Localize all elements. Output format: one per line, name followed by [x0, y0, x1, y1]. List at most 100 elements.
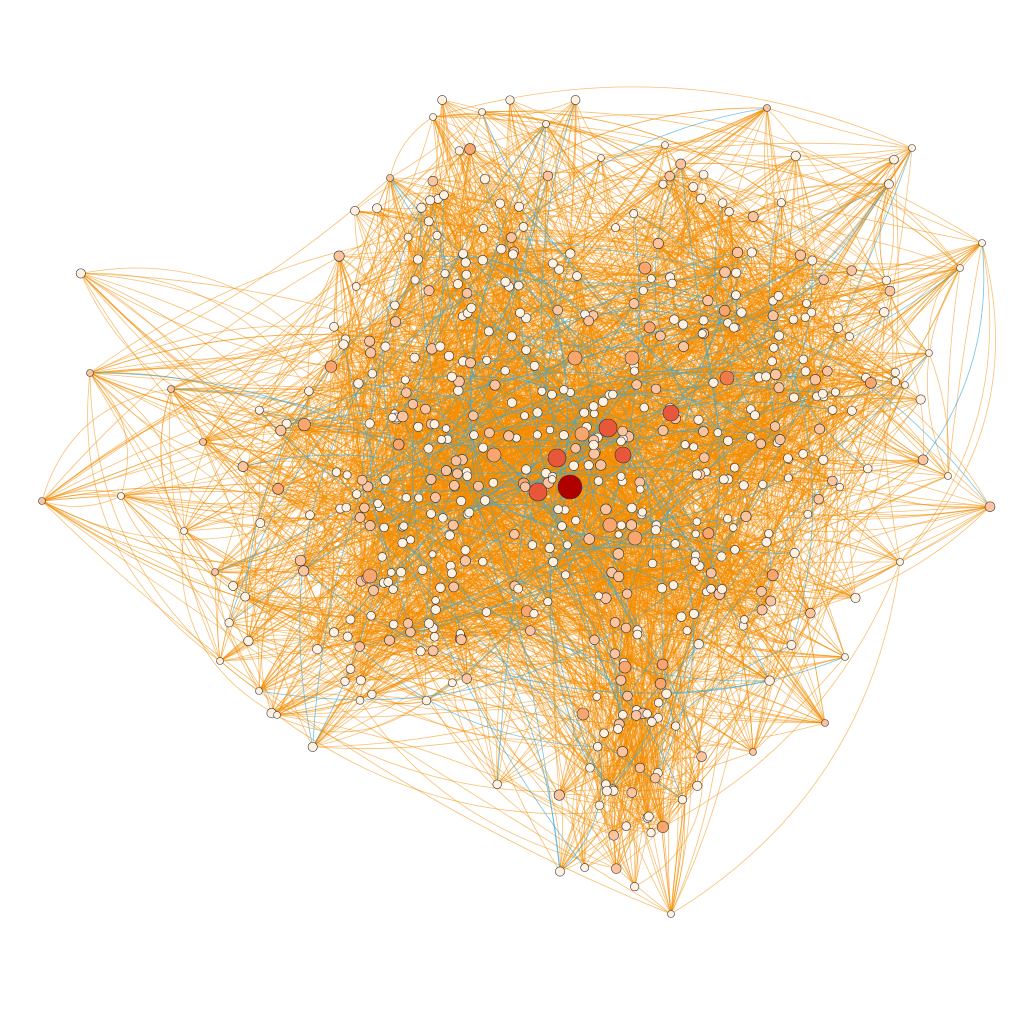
- graph-node[interactable]: [657, 425, 669, 436]
- graph-node[interactable]: [809, 374, 821, 386]
- graph-node[interactable]: [415, 646, 426, 657]
- graph-node[interactable]: [594, 800, 605, 811]
- graph-node[interactable]: [618, 710, 628, 720]
- graph-node[interactable]: [342, 470, 352, 480]
- graph-node[interactable]: [661, 688, 672, 699]
- graph-node[interactable]: [224, 618, 234, 628]
- graph-node[interactable]: [682, 626, 692, 636]
- graph-node[interactable]: [255, 518, 266, 528]
- graph-node[interactable]: [723, 435, 734, 446]
- graph-node[interactable]: [650, 383, 662, 395]
- graph-node[interactable]: [427, 645, 439, 657]
- graph-node[interactable]: [756, 586, 767, 597]
- graph-node[interactable]: [272, 483, 284, 495]
- graph-node[interactable]: [755, 438, 766, 449]
- graph-node[interactable]: [617, 425, 628, 437]
- graph-node[interactable]: [367, 689, 377, 699]
- graph-node[interactable]: [542, 170, 554, 182]
- graph-node[interactable]: [756, 604, 768, 616]
- graph-node[interactable]: [698, 169, 709, 180]
- graph-node[interactable]: [915, 394, 926, 405]
- graph-node[interactable]: [537, 386, 547, 396]
- graph-node[interactable]: [386, 174, 394, 182]
- graph-node[interactable]: [402, 618, 414, 629]
- graph-node[interactable]: [364, 418, 375, 429]
- graph-node[interactable]: [763, 104, 771, 112]
- graph-node[interactable]: [324, 360, 338, 373]
- graph-node[interactable]: [730, 463, 740, 473]
- graph-node[interactable]: [647, 558, 658, 569]
- graph-node[interactable]: [669, 314, 680, 325]
- graph-node[interactable]: [806, 307, 817, 318]
- graph-node[interactable]: [776, 198, 786, 208]
- graph-node[interactable]: [437, 435, 446, 445]
- graph-node[interactable]: [441, 424, 451, 433]
- graph-node[interactable]: [553, 789, 565, 801]
- graph-node[interactable]: [559, 385, 569, 395]
- graph-node[interactable]: [731, 290, 741, 300]
- graph-node[interactable]: [527, 540, 538, 550]
- graph-node[interactable]: [228, 581, 238, 591]
- graph-node[interactable]: [429, 419, 440, 430]
- graph-node[interactable]: [746, 247, 757, 258]
- graph-node[interactable]: [390, 300, 400, 310]
- graph-node[interactable]: [406, 535, 416, 545]
- graph-node[interactable]: [461, 288, 473, 299]
- graph-node[interactable]: [630, 882, 640, 892]
- graph-node[interactable]: [736, 307, 747, 318]
- graph-hub-node[interactable]: [528, 482, 548, 502]
- graph-node[interactable]: [646, 274, 656, 283]
- graph-node[interactable]: [716, 551, 727, 562]
- graph-node[interactable]: [447, 519, 459, 531]
- graph-node[interactable]: [437, 95, 448, 105]
- graph-node[interactable]: [548, 475, 557, 484]
- graph-node[interactable]: [407, 399, 419, 410]
- graph-node[interactable]: [389, 619, 399, 630]
- graph-node[interactable]: [420, 403, 431, 415]
- graph-node[interactable]: [818, 274, 829, 285]
- graph-node[interactable]: [409, 352, 420, 363]
- graph-node[interactable]: [698, 315, 709, 326]
- graph-node[interactable]: [628, 298, 640, 309]
- graph-node[interactable]: [412, 254, 423, 265]
- graph-node[interactable]: [731, 267, 742, 278]
- graph-node[interactable]: [690, 557, 700, 567]
- graph-node[interactable]: [613, 571, 625, 582]
- graph-node[interactable]: [609, 617, 621, 628]
- graph-node[interactable]: [500, 276, 511, 287]
- graph-node[interactable]: [616, 436, 626, 446]
- graph-node[interactable]: [86, 369, 94, 377]
- graph-node[interactable]: [691, 469, 702, 480]
- graph-node[interactable]: [428, 550, 437, 559]
- graph-node[interactable]: [614, 530, 623, 539]
- graph-node[interactable]: [889, 154, 899, 165]
- graph-node[interactable]: [585, 763, 595, 773]
- graph-node[interactable]: [237, 461, 249, 472]
- graph-node[interactable]: [506, 232, 517, 243]
- graph-node[interactable]: [689, 442, 699, 452]
- graph-node[interactable]: [255, 687, 263, 695]
- graph-node[interactable]: [399, 521, 409, 531]
- graph-node[interactable]: [688, 608, 699, 619]
- graph-node[interactable]: [333, 250, 345, 262]
- graph-node[interactable]: [667, 278, 677, 289]
- graph-node[interactable]: [769, 421, 781, 432]
- graph-node[interactable]: [788, 314, 799, 325]
- graph-node[interactable]: [730, 545, 740, 555]
- graph-node[interactable]: [464, 507, 475, 518]
- graph-node[interactable]: [443, 350, 455, 361]
- graph-node[interactable]: [699, 452, 710, 463]
- graph-node[interactable]: [461, 673, 472, 684]
- graph-node[interactable]: [455, 634, 467, 645]
- graph-node[interactable]: [718, 474, 729, 485]
- graph-node[interactable]: [513, 583, 523, 594]
- graph-node[interactable]: [770, 368, 782, 381]
- graph-node[interactable]: [529, 609, 539, 619]
- graph-node[interactable]: [740, 510, 752, 522]
- graph-node[interactable]: [440, 465, 452, 476]
- graph-node[interactable]: [413, 421, 424, 432]
- graph-node[interactable]: [312, 644, 323, 655]
- graph-node[interactable]: [216, 657, 224, 665]
- graph-node[interactable]: [430, 604, 441, 615]
- graph-node[interactable]: [774, 434, 786, 445]
